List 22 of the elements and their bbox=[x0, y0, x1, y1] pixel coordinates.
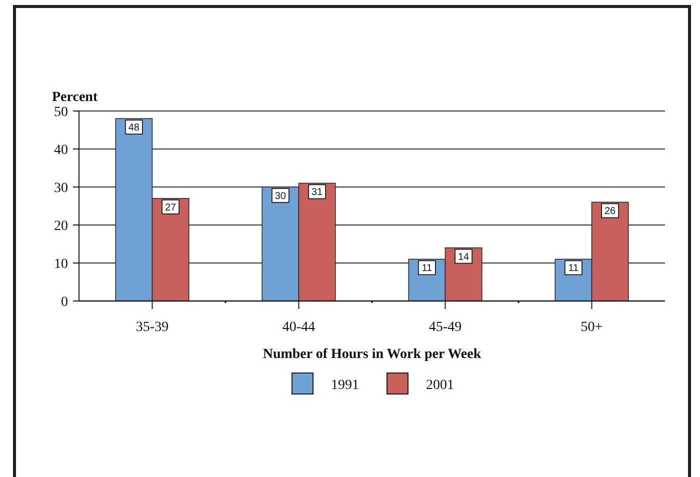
y-tick-label: 10 bbox=[54, 257, 68, 272]
x-axis-title: Number of Hours in Work per Week bbox=[262, 347, 482, 362]
y-tick-label: 40 bbox=[54, 143, 68, 158]
x-tick-label: 40-44 bbox=[282, 320, 316, 335]
y-tick-label: 0 bbox=[61, 295, 68, 310]
data-label: 27 bbox=[165, 202, 177, 214]
legend-label: 1991 bbox=[331, 378, 359, 393]
data-label: 11 bbox=[422, 263, 433, 274]
y-tick-label: 50 bbox=[54, 105, 68, 120]
data-label: 30 bbox=[274, 191, 286, 202]
data-label: 14 bbox=[458, 252, 470, 263]
data-label: 48 bbox=[128, 122, 140, 134]
x-tick-label: 50+ bbox=[580, 320, 603, 335]
x-tick-label: 35-39 bbox=[136, 320, 169, 335]
legend-label: 2001 bbox=[426, 378, 454, 393]
y-tick-label: 30 bbox=[54, 181, 68, 196]
data-label: 11 bbox=[568, 263, 580, 274]
data-label: 31 bbox=[312, 187, 324, 198]
data-label: 26 bbox=[604, 206, 616, 218]
y-axis-title: Percent bbox=[52, 90, 98, 105]
x-tick-label: 45-49 bbox=[428, 320, 462, 335]
y-tick-label: 20 bbox=[54, 219, 68, 234]
